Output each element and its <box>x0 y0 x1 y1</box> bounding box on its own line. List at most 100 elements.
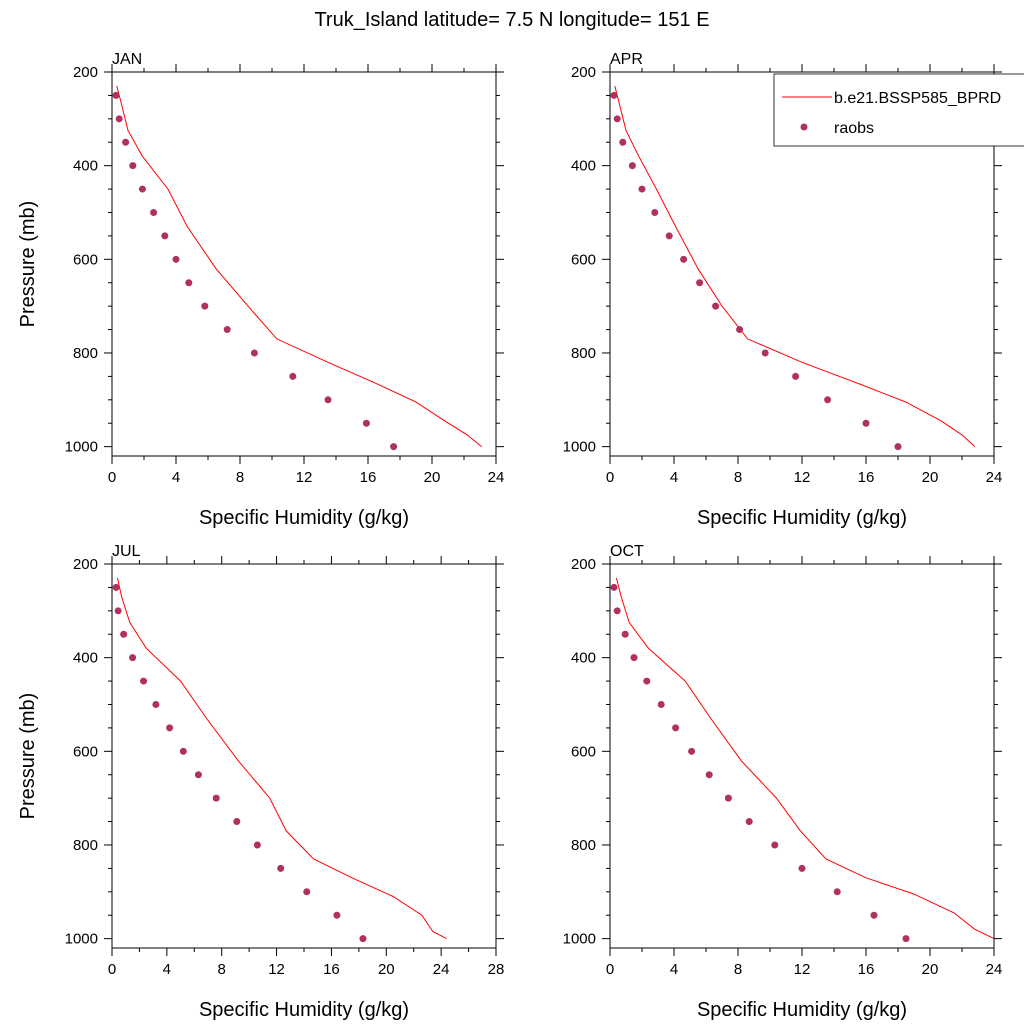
legend: b.e21.BSSP585_BPRD raobs <box>773 73 1024 147</box>
obs-point <box>253 841 261 849</box>
y-tick-label: 200 <box>571 556 596 573</box>
plot-frame <box>111 71 497 457</box>
panel-label: JUL <box>112 543 141 560</box>
x-tick-label: 16 <box>858 961 875 978</box>
obs-point <box>277 864 285 872</box>
panel-jan: JAN 0 4 8 12 16 20 24 200 400 600 800 1000 Specific H… <box>17 51 504 529</box>
x-tick-label: 8 <box>218 961 226 978</box>
x-axis-label: Specific Humidity (g/kg) <box>697 507 907 529</box>
x-tick-label: 24 <box>986 469 1003 486</box>
obs-point <box>824 396 832 404</box>
obs-point <box>115 115 123 123</box>
obs-point <box>651 208 659 216</box>
obs-point <box>628 162 636 170</box>
y-tick-label: 1000 <box>563 931 596 948</box>
model-line <box>117 577 447 940</box>
obs-point <box>129 654 137 662</box>
obs-point <box>140 677 148 685</box>
y-axis-label: Pressure (mb) <box>17 693 39 820</box>
obs-point <box>303 888 311 896</box>
panel-oct: OCT 0 4 8 12 16 20 24 200 400 600 800 1000 Specific H… <box>563 543 1003 1021</box>
y-tick-label: 400 <box>571 158 596 175</box>
obs-point <box>129 162 137 170</box>
obs-point <box>250 349 258 357</box>
obs-point <box>696 279 704 287</box>
x-tick-label: 20 <box>424 469 441 486</box>
obs-point <box>870 911 878 919</box>
y-tick-label: 200 <box>73 64 98 81</box>
obs-point <box>390 443 398 451</box>
x-tick-label: 12 <box>794 961 811 978</box>
x-tick-label: 4 <box>670 961 678 978</box>
figure-title: Truk_Island latitude= 7.5 N longitude= 1… <box>314 9 709 31</box>
obs-point <box>114 607 122 615</box>
y-tick-label: 600 <box>571 251 596 268</box>
obs-point <box>771 841 779 849</box>
x-tick-label: 24 <box>986 961 1003 978</box>
y-tick-label: 800 <box>73 837 98 854</box>
obs-point <box>120 630 128 638</box>
obs-point <box>621 630 629 638</box>
x-tick-label: 4 <box>163 961 171 978</box>
obs-point <box>362 419 370 427</box>
obs-point <box>712 302 720 310</box>
x-tick-label: 0 <box>606 469 614 486</box>
x-tick-label: 12 <box>268 961 285 978</box>
x-tick-label: 28 <box>488 961 505 978</box>
obs-point <box>745 818 753 826</box>
y-tick-label: 200 <box>73 556 98 573</box>
obs-point <box>223 326 231 334</box>
x-tick-label: 12 <box>794 469 811 486</box>
obs-point <box>161 232 169 240</box>
model-line <box>614 85 976 447</box>
legend-label-obs: raobs <box>834 120 874 137</box>
obs-point <box>112 91 120 99</box>
legend-marker-swatch <box>800 123 808 131</box>
obs-point <box>792 372 800 380</box>
y-tick-label: 800 <box>571 345 596 362</box>
obs-point <box>185 279 193 287</box>
obs-point <box>289 372 297 380</box>
x-tick-label: 16 <box>323 961 340 978</box>
obs-point <box>619 138 627 146</box>
obs-point <box>902 935 910 943</box>
obs-point <box>657 700 665 708</box>
y-tick-label: 400 <box>73 650 98 667</box>
obs-point <box>862 419 870 427</box>
x-tick-label: 8 <box>734 469 742 486</box>
model-line <box>116 85 482 447</box>
obs-point <box>630 654 638 662</box>
panel-label: APR <box>610 51 643 68</box>
x-tick-label: 12 <box>296 469 313 486</box>
y-tick-label: 600 <box>73 251 98 268</box>
x-tick-label: 4 <box>172 469 180 486</box>
obs-point <box>179 747 187 755</box>
x-tick-label: 4 <box>670 469 678 486</box>
x-axis-label: Specific Humidity (g/kg) <box>199 507 409 529</box>
obs-point <box>359 935 367 943</box>
obs-point <box>665 232 673 240</box>
panel-label: JAN <box>112 51 142 68</box>
obs-point <box>613 607 621 615</box>
obs-point <box>761 349 769 357</box>
x-axis-label: Specific Humidity (g/kg) <box>697 999 907 1021</box>
y-tick-label: 200 <box>571 64 596 81</box>
y-tick-label: 800 <box>571 837 596 854</box>
obs-point <box>680 255 688 263</box>
y-tick-label: 1000 <box>65 439 98 456</box>
y-tick-label: 1000 <box>65 931 98 948</box>
legend-label-model: b.e21.BSSP585_BPRD <box>834 90 1001 107</box>
x-tick-label: 0 <box>108 469 116 486</box>
obs-point <box>152 700 160 708</box>
obs-point <box>610 91 618 99</box>
x-tick-label: 8 <box>734 961 742 978</box>
obs-point <box>150 208 158 216</box>
obs-point <box>643 677 651 685</box>
y-tick-label: 400 <box>73 158 98 175</box>
y-axis-label: Pressure (mb) <box>17 201 39 328</box>
x-tick-label: 24 <box>433 961 450 978</box>
obs-point <box>324 396 332 404</box>
obs-point <box>138 185 146 193</box>
x-tick-label: 0 <box>108 961 116 978</box>
